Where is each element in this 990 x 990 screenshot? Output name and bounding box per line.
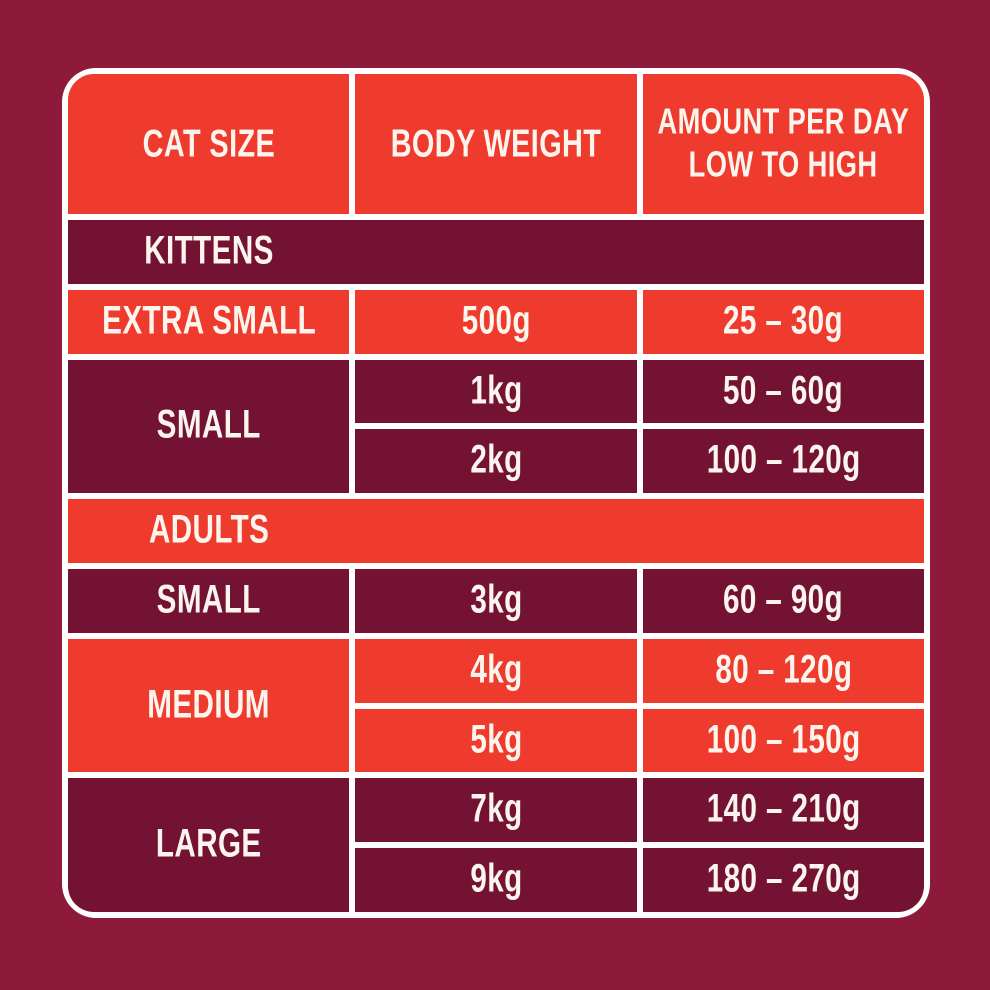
amount-cell-100-120g: 100 – 120g bbox=[642, 429, 924, 494]
weight-value: 2kg bbox=[469, 438, 523, 483]
weight-value: 5kg bbox=[469, 717, 523, 762]
amount-value: 100 – 150g bbox=[706, 717, 861, 762]
weight-value: 3kg bbox=[469, 578, 523, 622]
amount-cell-100-150g: 100 – 150g bbox=[642, 708, 924, 773]
amount-value: 140 – 210g bbox=[706, 787, 861, 832]
weight-value: 4kg bbox=[469, 647, 523, 692]
section-header-kittens: KITTENS bbox=[68, 220, 924, 284]
header-cat-size: CAT SIZE bbox=[68, 74, 350, 214]
size-label: LARGE bbox=[155, 822, 262, 867]
amount-cell-80-120g: 80 – 120g bbox=[642, 638, 924, 703]
size-label: SMALL bbox=[156, 578, 261, 622]
header-amount-line2: LOW TO HIGH bbox=[688, 144, 878, 185]
amount-value: 25 – 30g bbox=[723, 298, 844, 343]
header-body-weight-label: BODY WEIGHT bbox=[390, 121, 602, 165]
amount-cell-180-270g: 180 – 270g bbox=[642, 848, 924, 912]
amount-value: 180 – 270g bbox=[706, 857, 861, 901]
amount-value: 100 – 120g bbox=[706, 438, 861, 483]
amount-value: 60 – 90g bbox=[723, 578, 844, 622]
section-adults-label-box: ADULTS bbox=[68, 508, 349, 552]
section-header-adults: ADULTS bbox=[68, 499, 924, 563]
weight-value: 9kg bbox=[469, 857, 523, 901]
weight-value: 500g bbox=[461, 298, 531, 343]
weight-cell-3kg: 3kg bbox=[355, 568, 637, 633]
size-label: MEDIUM bbox=[147, 682, 270, 727]
size-label: EXTRA SMALL bbox=[101, 298, 316, 343]
section-adults-label: ADULTS bbox=[148, 508, 269, 552]
section-kittens-label: KITTENS bbox=[143, 229, 274, 273]
amount-value: 80 – 120g bbox=[714, 647, 852, 692]
weight-cell-9kg: 9kg bbox=[355, 848, 637, 912]
amount-cell-60-90g: 60 – 90g bbox=[642, 568, 924, 633]
weight-cell-1kg: 1kg bbox=[355, 359, 637, 424]
size-cell-small-adult: SMALL bbox=[68, 568, 350, 633]
header-amount-line1: AMOUNT PER DAY bbox=[657, 101, 910, 143]
weight-value: 7kg bbox=[469, 787, 523, 832]
section-kittens-label-box: KITTENS bbox=[68, 229, 349, 273]
amount-cell-50-60g: 50 – 60g bbox=[642, 359, 924, 424]
weight-cell-5kg: 5kg bbox=[355, 708, 637, 773]
size-cell-extra-small: EXTRA SMALL bbox=[68, 289, 350, 354]
amount-value: 50 – 60g bbox=[723, 368, 844, 413]
weight-value: 1kg bbox=[469, 368, 523, 413]
size-cell-small-kitten: SMALL bbox=[68, 359, 350, 494]
weight-cell-500g: 500g bbox=[355, 289, 637, 354]
weight-cell-4kg: 4kg bbox=[355, 638, 637, 703]
feeding-guide-table: CAT SIZE BODY WEIGHT AMOUNT PER DAY LOW … bbox=[62, 68, 930, 918]
header-body-weight: BODY WEIGHT bbox=[355, 74, 637, 214]
header-cat-size-label: CAT SIZE bbox=[142, 121, 275, 165]
size-label: SMALL bbox=[156, 403, 261, 448]
weight-cell-7kg: 7kg bbox=[355, 778, 637, 843]
size-cell-medium: MEDIUM bbox=[68, 638, 350, 773]
amount-cell-25-30g: 25 – 30g bbox=[642, 289, 924, 354]
header-amount-per-day: AMOUNT PER DAY LOW TO HIGH bbox=[642, 74, 924, 214]
size-cell-large: LARGE bbox=[68, 778, 350, 912]
weight-cell-2kg: 2kg bbox=[355, 429, 637, 494]
amount-cell-140-210g: 140 – 210g bbox=[642, 778, 924, 843]
